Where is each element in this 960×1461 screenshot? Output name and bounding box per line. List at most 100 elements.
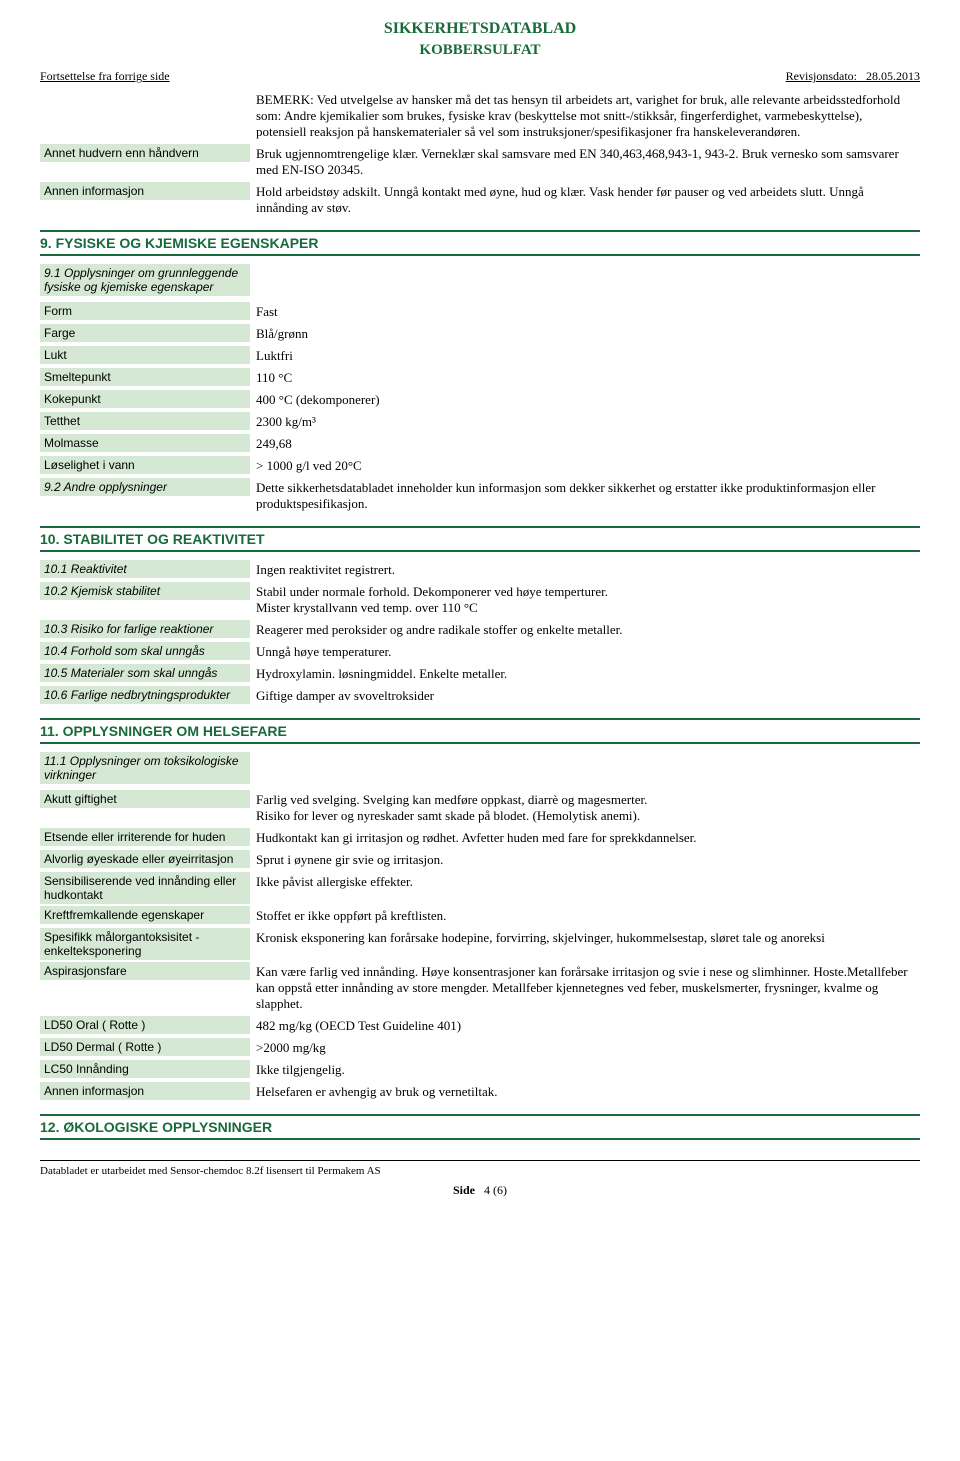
doc-subtitle: KOBBERSULFAT	[40, 42, 920, 59]
kv-row: Spesifikk målorgantoksisitet - enkelteks…	[40, 928, 920, 960]
kv-key: Spesifikk målorgantoksisitet - enkelteks…	[40, 928, 250, 960]
kv-val: Hydroxylamin. løsningmiddel. Enkelte met…	[250, 664, 920, 684]
kv-key: 10.6 Farlige nedbrytningsprodukter	[40, 686, 250, 704]
section9-row-92: 9.2 Andre opplysninger Dette sikkerhetsd…	[40, 478, 920, 514]
page-header-row: Fortsettelse fra forrige side Revisjonsd…	[40, 69, 920, 84]
kv-row: Løselighet i vann> 1000 g/l ved 20°C	[40, 456, 920, 476]
kv-row: AspirasjonsfareKan være farlig ved innån…	[40, 962, 920, 1014]
kv-val: Sprut i øynene gir svie og irritasjon.	[250, 850, 920, 870]
kv-row: LD50 Dermal ( Rotte )>2000 mg/kg	[40, 1038, 920, 1058]
kv-row: Alvorlig øyeskade eller øyeirritasjonSpr…	[40, 850, 920, 870]
kv-key: Form	[40, 302, 250, 320]
row-bemerk: BEMERK: Ved utvelgelse av hansker må det…	[40, 90, 920, 142]
continuation-text: Fortsettelse fra forrige side	[40, 69, 170, 84]
kv-row: Annen informasjonHelsefaren er avhengig …	[40, 1082, 920, 1102]
kv-val: 400 °C (dekomponerer)	[250, 390, 920, 410]
footer-text: Databladet er utarbeidet med Sensor-chem…	[40, 1165, 381, 1177]
kv-key: Løselighet i vann	[40, 456, 250, 474]
kv-val: 2300 kg/m³	[250, 412, 920, 432]
kv-key: Tetthet	[40, 412, 250, 430]
kv-key: Akutt giftighet	[40, 790, 250, 808]
kv-val: Stoffet er ikke oppført på kreftlisten.	[250, 906, 920, 926]
section9-subheading-val	[250, 264, 920, 268]
doc-title: SIKKERHETSDATABLAD	[40, 20, 920, 38]
kv-row: FargeBlå/grønn	[40, 324, 920, 344]
kv-val: Kronisk eksponering kan forårsake hodepi…	[250, 928, 920, 948]
section9-subheading: 9.1 Opplysninger om grunnleggende fysisk…	[40, 264, 250, 296]
kv-key: Annet hudvern enn håndvern	[40, 144, 250, 162]
kv-row: Sensibiliserende ved innånding eller hud…	[40, 872, 920, 904]
section12-heading: 12. ØKOLOGISKE OPPLYSNINGER	[40, 1114, 920, 1140]
kv-val: Blå/grønn	[250, 324, 920, 344]
kv-key: Annen informasjon	[40, 1082, 250, 1100]
row92-val: Dette sikkerhetsdatabladet inneholder ku…	[250, 478, 920, 514]
revision-label: Revisjonsdato:	[786, 69, 857, 83]
kv-row: 10.6 Farlige nedbrytningsprodukterGiftig…	[40, 686, 920, 706]
kv-val: Giftige damper av svoveltroksider	[250, 686, 920, 706]
section-cont-rows: Annet hudvern enn håndvernBruk ugjennomt…	[40, 144, 920, 218]
kv-val: Bruk ugjennomtrengelige klær. Verneklær …	[250, 144, 920, 180]
section11-subheading-val	[250, 752, 920, 756]
page-num-value: 4 (6)	[484, 1183, 507, 1197]
kv-val: Unngå høye temperaturer.	[250, 642, 920, 662]
row92-key: 9.2 Andre opplysninger	[40, 478, 250, 496]
kv-row: Kreftfremkallende egenskaperStoffet er i…	[40, 906, 920, 926]
kv-val: 249,68	[250, 434, 920, 454]
kv-key: Annen informasjon	[40, 182, 250, 200]
bemerk-text: BEMERK: Ved utvelgelse av hansker må det…	[250, 90, 920, 142]
kv-row: Tetthet2300 kg/m³	[40, 412, 920, 432]
kv-key: Smeltepunkt	[40, 368, 250, 386]
kv-val: 110 °C	[250, 368, 920, 388]
kv-row: 10.1 ReaktivitetIngen reaktivitet regist…	[40, 560, 920, 580]
kv-row: Annet hudvern enn håndvernBruk ugjennomt…	[40, 144, 920, 180]
kv-key: Aspirasjonsfare	[40, 962, 250, 980]
kv-row: Molmasse249,68	[40, 434, 920, 454]
kv-key: Alvorlig øyeskade eller øyeirritasjon	[40, 850, 250, 868]
kv-row: Kokepunkt400 °C (dekomponerer)	[40, 390, 920, 410]
kv-val: Hudkontakt kan gi irritasjon og rødhet. …	[250, 828, 920, 848]
empty-key	[40, 90, 250, 94]
kv-row: LC50 InnåndingIkke tilgjengelig.	[40, 1060, 920, 1080]
kv-key: Molmasse	[40, 434, 250, 452]
section9-heading: 9. FYSISKE OG KJEMISKE EGENSKAPER	[40, 230, 920, 256]
page-number: Side 4 (6)	[40, 1183, 920, 1198]
kv-row: 10.2 Kjemisk stabilitetStabil under norm…	[40, 582, 920, 618]
kv-row: FormFast	[40, 302, 920, 322]
kv-key: LC50 Innånding	[40, 1060, 250, 1078]
kv-key: Etsende eller irriterende for huden	[40, 828, 250, 846]
kv-row: Annen informasjonHold arbeidstøy adskilt…	[40, 182, 920, 218]
kv-row: 10.4 Forhold som skal unngåsUnngå høye t…	[40, 642, 920, 662]
kv-row: Smeltepunkt110 °C	[40, 368, 920, 388]
kv-key: Kokepunkt	[40, 390, 250, 408]
kv-key: 10.5 Materialer som skal unngås	[40, 664, 250, 682]
kv-val: Reagerer med peroksider og andre radikal…	[250, 620, 920, 640]
kv-row: Etsende eller irriterende for hudenHudko…	[40, 828, 920, 848]
kv-key: 10.1 Reaktivitet	[40, 560, 250, 578]
kv-val: Stabil under normale forhold. Dekomponer…	[250, 582, 920, 618]
kv-key: LD50 Dermal ( Rotte )	[40, 1038, 250, 1056]
kv-val: Ikke påvist allergiske effekter.	[250, 872, 920, 892]
section11-rows: Akutt giftighetFarlig ved svelging. Svel…	[40, 790, 920, 1102]
kv-key: Kreftfremkallende egenskaper	[40, 906, 250, 924]
footer: Databladet er utarbeidet med Sensor-chem…	[40, 1160, 920, 1177]
kv-row: 10.5 Materialer som skal unngåsHydroxyla…	[40, 664, 920, 684]
section10-heading: 10. STABILITET OG REAKTIVITET	[40, 526, 920, 552]
kv-val: Kan være farlig ved innånding. Høye kons…	[250, 962, 920, 1014]
kv-val: 482 mg/kg (OECD Test Guideline 401)	[250, 1016, 920, 1036]
kv-row: 10.3 Risiko for farlige reaktionerReager…	[40, 620, 920, 640]
kv-val: Hold arbeidstøy adskilt. Unngå kontakt m…	[250, 182, 920, 218]
kv-val: Luktfri	[250, 346, 920, 366]
section10-rows: 10.1 ReaktivitetIngen reaktivitet regist…	[40, 560, 920, 706]
kv-val: Helsefaren er avhengig av bruk og vernet…	[250, 1082, 920, 1102]
kv-row: Akutt giftighetFarlig ved svelging. Svel…	[40, 790, 920, 826]
kv-val: Farlig ved svelging. Svelging kan medfør…	[250, 790, 920, 826]
revision-date: 28.05.2013	[866, 69, 920, 83]
kv-key: Sensibiliserende ved innånding eller hud…	[40, 872, 250, 904]
section9-rows: FormFastFargeBlå/grønn LuktLuktfriSmeltep…	[40, 302, 920, 476]
kv-val: >2000 mg/kg	[250, 1038, 920, 1058]
kv-key: 10.2 Kjemisk stabilitet	[40, 582, 250, 600]
kv-val: Ikke tilgjengelig.	[250, 1060, 920, 1080]
kv-key: Lukt	[40, 346, 250, 364]
revision-info: Revisjonsdato: 28.05.2013	[786, 69, 920, 84]
kv-key: 10.3 Risiko for farlige reaktioner	[40, 620, 250, 638]
